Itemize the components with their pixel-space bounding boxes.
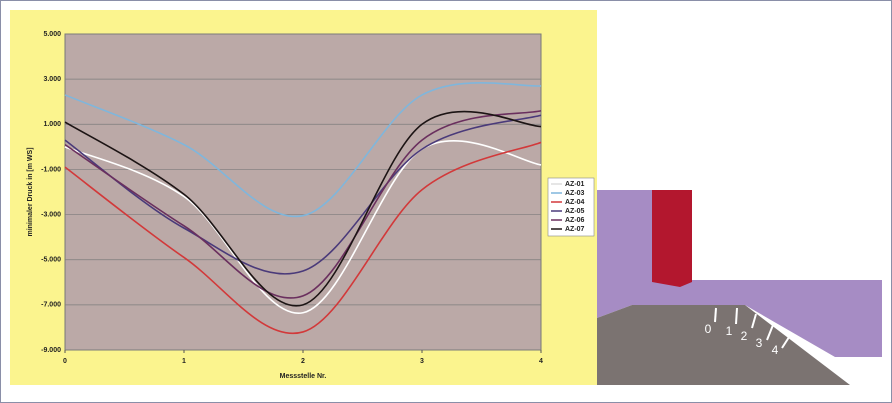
series-line <box>64 82 542 218</box>
legend-label: AZ-01 <box>565 181 585 188</box>
legend-label: AZ-04 <box>565 199 585 206</box>
legend-label: AZ-06 <box>565 217 585 224</box>
series-line <box>64 140 542 314</box>
series-line <box>64 114 542 275</box>
x-axis-label: Messstelle Nr. <box>280 373 327 380</box>
y-tick-label: 1.000 <box>43 121 61 128</box>
sensor <box>781 333 792 349</box>
sensor <box>766 324 774 341</box>
x-tick-label: 1 <box>182 358 186 365</box>
y-axis-label: minimaler Druck in [m WS] <box>27 147 34 236</box>
y-tick-label: -9.000 <box>41 347 61 354</box>
x-tick-label: 0 <box>63 358 67 365</box>
y-tick-label: 5.000 <box>43 31 61 38</box>
x-tick-label: 4 <box>539 358 543 365</box>
sensor <box>714 307 717 323</box>
sensor-label: 4 <box>772 343 779 357</box>
x-tick-label: 3 <box>420 358 424 365</box>
sensor-label: 3 <box>756 336 763 350</box>
plot-area <box>64 33 542 351</box>
sensor <box>735 307 738 325</box>
water-region <box>597 190 882 357</box>
legend-label: AZ-07 <box>565 226 585 233</box>
ground <box>597 305 850 385</box>
sensor-label: 2 <box>741 329 748 343</box>
sensors <box>714 307 792 349</box>
wall <box>652 190 692 287</box>
legend-box <box>547 177 595 237</box>
plot: -9.000 -7.000 -5.000 -3.000 -1.000 1.000 3.000… <box>27 31 595 380</box>
y-tick-label: -3.000 <box>41 211 61 218</box>
sensor-label: 1 <box>726 324 733 338</box>
sensor <box>751 313 757 329</box>
series-line <box>64 110 542 307</box>
x-tick-label: 2 <box>301 358 305 365</box>
legend-label: AZ-05 <box>565 208 585 215</box>
y-tick-label: -5.000 <box>41 257 61 264</box>
series-line <box>64 109 542 299</box>
y-tick-label: 3.000 <box>43 76 61 83</box>
y-tick-label: -1.000 <box>41 166 61 173</box>
sensor-label: 0 <box>705 322 712 336</box>
legend-label: AZ-03 <box>565 190 585 197</box>
y-tick-label: -7.000 <box>41 302 61 309</box>
series-line <box>64 141 542 335</box>
